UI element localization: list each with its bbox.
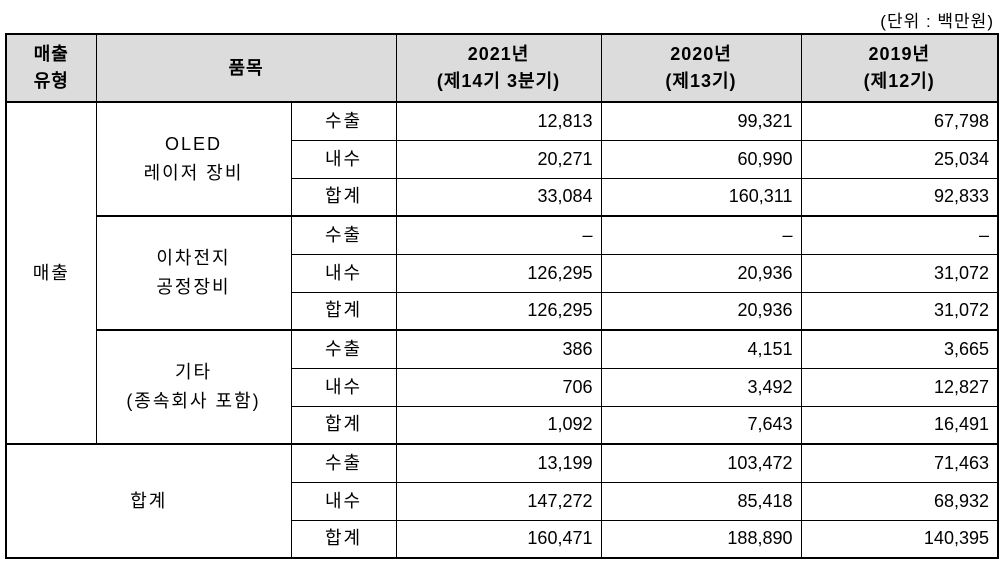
product-cell-oled: OLED 레이저 장비 (95, 101, 292, 217)
product-cell-battery: 이차전지 공정장비 (95, 215, 292, 331)
value-2021-cell: 20,271 (395, 139, 602, 179)
table-row: 내수 706 3,492 12,827 (6, 367, 999, 407)
header-row: 매출 유형 품목 2021년 (제14기 3분기) 2020년 (제13기) 2… (5, 33, 999, 103)
unit-label: (단위 : 백만원) (880, 12, 994, 31)
value-2019-cell: 25,034 (800, 139, 999, 179)
table-row: 내수 126,295 20,936 31,072 (6, 253, 999, 293)
table-row: 내수 20,271 60,990 25,034 (6, 139, 999, 179)
value-2020-cell: 7,643 (600, 405, 802, 445)
value-2021-cell: 1,092 (395, 405, 602, 445)
value-2020-cell: 160,311 (600, 177, 802, 217)
channel-cell: 수출 (290, 215, 397, 255)
value-2020-cell: 3,492 (600, 367, 802, 407)
table-row: 기타 (종속회사 포함) 수출 386 4,151 3,665 (6, 329, 999, 445)
table-row: 합계 160,471 188,890 140,395 (6, 519, 999, 559)
table-row: 이차전지 공정장비 수출 – – – (6, 215, 999, 331)
table-row: 합계 33,084 160,311 92,833 (6, 177, 999, 217)
value-2020-cell: 60,990 (600, 139, 802, 179)
value-2020-cell: 85,418 (600, 481, 802, 521)
channel-cell: 합계 (290, 519, 397, 559)
header-sales-type: 매출 유형 (5, 33, 97, 103)
value-2019-cell: 68,932 (800, 481, 999, 521)
channel-cell: 합계 (290, 177, 397, 217)
header-year-2020: 2020년 (제13기) (600, 33, 802, 103)
table-row: 합계 1,092 7,643 16,491 (6, 405, 999, 445)
product-cell-other: 기타 (종속회사 포함) (95, 329, 292, 445)
header-item: 품목 (95, 33, 397, 103)
sales-breakdown-table: 매출 유형 품목 2021년 (제14기 3분기) 2020년 (제13기) 2… (5, 33, 999, 559)
channel-cell: 수출 (290, 443, 397, 483)
sales-type-cell: 매출 (5, 101, 97, 445)
channel-cell: 합계 (290, 405, 397, 445)
value-2019-cell: 12,827 (800, 367, 999, 407)
value-2019-cell: 3,665 (800, 329, 999, 369)
value-2019-cell: 92,833 (800, 177, 999, 217)
table-row: 합계 수출 13,199 103,472 71,463 (5, 443, 999, 559)
value-2020-cell: 99,321 (600, 101, 802, 141)
value-2020-cell: 103,472 (600, 443, 802, 483)
value-2019-cell: 31,072 (800, 253, 999, 293)
value-2019-cell: – (800, 215, 999, 255)
value-2021-cell: 386 (395, 329, 602, 369)
value-2021-cell: 126,295 (395, 291, 602, 331)
value-2021-cell: 126,295 (395, 253, 602, 293)
table-row: 매출 OLED 레이저 장비 수출 12,813 99,321 67,798 (5, 101, 999, 445)
value-2020-cell: 20,936 (600, 253, 802, 293)
value-2021-cell: 147,272 (395, 481, 602, 521)
channel-cell: 내수 (290, 139, 397, 179)
value-2021-cell: – (395, 215, 602, 255)
value-2020-cell: – (600, 215, 802, 255)
value-2020-cell: 4,151 (600, 329, 802, 369)
value-2019-cell: 71,463 (800, 443, 999, 483)
table-row: 합계 126,295 20,936 31,072 (6, 291, 999, 331)
total-label-cell: 합계 (5, 443, 292, 559)
value-2021-cell: 33,084 (395, 177, 602, 217)
channel-cell: 수출 (290, 101, 397, 141)
channel-cell: 내수 (290, 481, 397, 521)
value-2020-cell: 20,936 (600, 291, 802, 331)
value-2019-cell: 31,072 (800, 291, 999, 331)
channel-cell: 내수 (290, 253, 397, 293)
channel-cell: 내수 (290, 367, 397, 407)
value-2021-cell: 160,471 (395, 519, 602, 559)
table-row: 내수 147,272 85,418 68,932 (6, 481, 999, 521)
value-2021-cell: 12,813 (395, 101, 602, 141)
value-2021-cell: 13,199 (395, 443, 602, 483)
header-year-2019: 2019년 (제12기) (800, 33, 999, 103)
channel-cell: 합계 (290, 291, 397, 331)
value-2020-cell: 188,890 (600, 519, 802, 559)
value-2021-cell: 706 (395, 367, 602, 407)
header-year-2021: 2021년 (제14기 3분기) (395, 33, 602, 103)
value-2019-cell: 16,491 (800, 405, 999, 445)
value-2019-cell: 67,798 (800, 101, 999, 141)
value-2019-cell: 140,395 (800, 519, 999, 559)
channel-cell: 수출 (290, 329, 397, 369)
